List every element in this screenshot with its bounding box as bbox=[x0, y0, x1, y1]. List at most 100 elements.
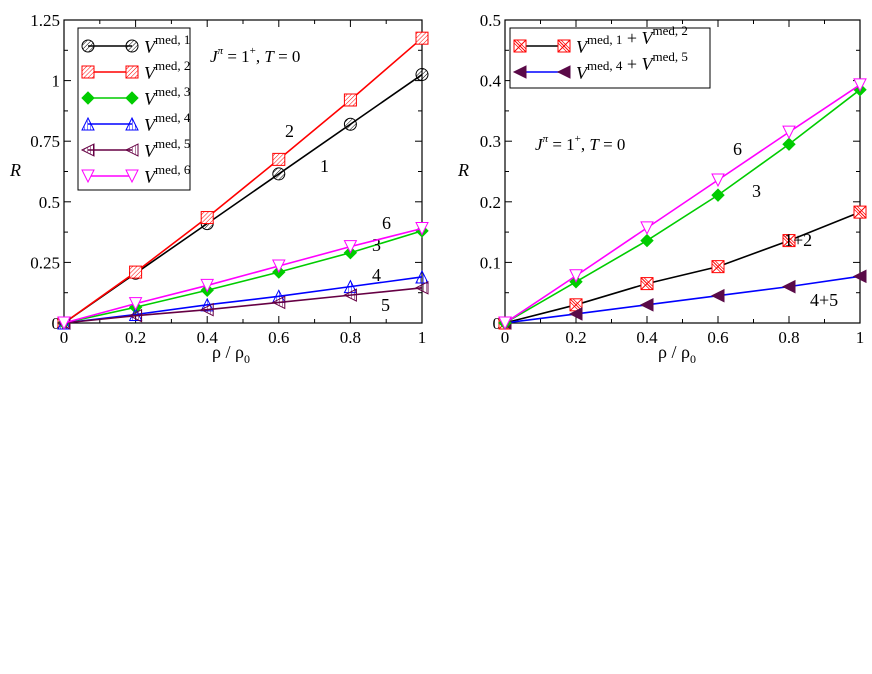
left-panel: 0 0.2 0.4 0.6 0.8 1 0 0.25 0.5 0.75 1 1.25 1 2 3 45 6 Vm… bbox=[9, 11, 429, 366]
data-point bbox=[569, 269, 583, 283]
data-point bbox=[852, 269, 867, 284]
series-3 bbox=[498, 82, 867, 330]
y-tick-label: 0 bbox=[493, 314, 502, 333]
series-label: 5 bbox=[381, 295, 390, 315]
legend-marker bbox=[556, 65, 571, 79]
series-line bbox=[63, 227, 423, 324]
x-tick-label: 0.6 bbox=[268, 328, 289, 347]
data-point bbox=[57, 316, 71, 331]
legend-marker bbox=[124, 143, 139, 157]
left-plot-area: 0 0.2 0.4 0.6 0.8 1 0 0.25 0.5 0.75 1 1.25 1 2 3 45 6 bbox=[30, 11, 429, 347]
legend-label: Vmed, 3 bbox=[144, 84, 190, 109]
data-point bbox=[343, 288, 357, 302]
data-point bbox=[639, 298, 654, 312]
data-point bbox=[343, 240, 358, 254]
data-point bbox=[128, 297, 143, 311]
legend-label: Vmed, 6 bbox=[144, 162, 191, 187]
series-line bbox=[504, 84, 861, 324]
data-point bbox=[781, 279, 796, 294]
series-line bbox=[63, 73, 423, 324]
legend-label: Vmed, 4 bbox=[144, 110, 191, 135]
data-point bbox=[568, 307, 583, 321]
data-point bbox=[414, 281, 429, 295]
series-line bbox=[63, 37, 423, 324]
legend-marker bbox=[81, 116, 95, 131]
x-tick-label: 0.2 bbox=[125, 328, 146, 347]
left-x-axis-label: ρ / ρ0 bbox=[212, 342, 250, 366]
x-tick-label: 0.4 bbox=[197, 328, 219, 347]
data-point bbox=[711, 173, 725, 188]
legend-marker bbox=[80, 143, 95, 157]
x-tick-label: 0 bbox=[501, 328, 510, 347]
y-tick-label: 0.1 bbox=[480, 253, 501, 272]
right-annotation: Jπ = 1+, T = 0 bbox=[535, 133, 625, 154]
data-point bbox=[711, 188, 725, 202]
data-point bbox=[128, 308, 143, 323]
x-tick-label: 1 bbox=[856, 328, 865, 347]
data-point bbox=[271, 295, 286, 310]
legend-marker bbox=[125, 169, 139, 184]
x-tick-label: 0.6 bbox=[707, 328, 728, 347]
series-1+2 bbox=[498, 205, 867, 330]
data-point bbox=[343, 117, 357, 131]
data-point bbox=[640, 233, 654, 248]
y-tick-label: 0.5 bbox=[39, 193, 60, 212]
data-point bbox=[200, 278, 215, 293]
y-tick-label: 0.4 bbox=[480, 72, 502, 91]
series-label: 3 bbox=[752, 181, 761, 201]
series-label: 1 bbox=[320, 156, 329, 176]
series-label: 4 bbox=[372, 265, 381, 285]
legend-label: Vmed, 2 bbox=[144, 58, 190, 83]
series-label: 4+5 bbox=[810, 290, 838, 310]
data-point bbox=[782, 125, 796, 140]
series-label: 2 bbox=[285, 121, 294, 141]
legend-marker bbox=[512, 65, 527, 79]
x-tick-label: 0.8 bbox=[778, 328, 799, 347]
x-tick-label: 1 bbox=[418, 328, 427, 347]
data-point bbox=[853, 78, 867, 92]
series-line bbox=[504, 89, 861, 324]
series-line bbox=[504, 211, 861, 324]
legend-label: Vmed, 5 bbox=[144, 136, 190, 161]
series-line bbox=[504, 275, 861, 324]
y-tick-label: 0.25 bbox=[30, 253, 60, 272]
series-label: 3 bbox=[372, 235, 381, 255]
x-tick-label: 0.4 bbox=[636, 328, 658, 347]
y-tick-label: 0.2 bbox=[480, 193, 501, 212]
data-point bbox=[415, 68, 429, 82]
series-label: 6 bbox=[382, 213, 391, 233]
right-x-axis-label: ρ / ρ0 bbox=[658, 342, 696, 366]
x-tick-label: 0.2 bbox=[565, 328, 586, 347]
series-6 bbox=[57, 221, 429, 331]
series-label: 1+2 bbox=[784, 230, 812, 250]
y-tick-label: 0.5 bbox=[480, 11, 501, 30]
y-tick-label: 1 bbox=[52, 72, 61, 91]
series-line bbox=[63, 230, 423, 324]
right-plot-area: 0 0.2 0.4 0.6 0.8 1 0 0.1 0.2 0.3 0.4 0.5 1+2 4+5 3 6 bbox=[480, 11, 867, 347]
data-point bbox=[271, 259, 286, 274]
x-tick-label: 0 bbox=[60, 328, 69, 347]
legend-marker bbox=[81, 169, 95, 184]
legend-marker bbox=[81, 91, 95, 105]
legend-marker bbox=[81, 39, 95, 53]
y-tick-label: 0.3 bbox=[480, 132, 501, 151]
right-panel: 0 0.2 0.4 0.6 0.8 1 0 0.1 0.2 0.3 0.4 0.5 1+2 4+5 3 6 V… bbox=[457, 11, 867, 366]
data-point bbox=[200, 302, 214, 317]
data-point bbox=[415, 269, 429, 284]
series-line bbox=[63, 276, 423, 324]
series-6 bbox=[498, 78, 867, 331]
left-annotation: Jπ = 1+, T = 0 bbox=[210, 45, 300, 66]
series-label: 6 bbox=[733, 139, 742, 159]
data-point bbox=[272, 167, 286, 181]
legend-label: Vmed, 4 + Vmed, 5 bbox=[576, 49, 688, 83]
legend-marker bbox=[125, 39, 139, 53]
legend-marker bbox=[125, 116, 139, 131]
legend-label: Vmed, 1 bbox=[144, 32, 190, 57]
x-tick-label: 0.8 bbox=[340, 328, 361, 347]
data-point bbox=[640, 221, 654, 235]
legend-label: Vmed, 1 + Vmed, 2 bbox=[576, 23, 688, 57]
left-y-axis-label: R bbox=[9, 160, 21, 180]
